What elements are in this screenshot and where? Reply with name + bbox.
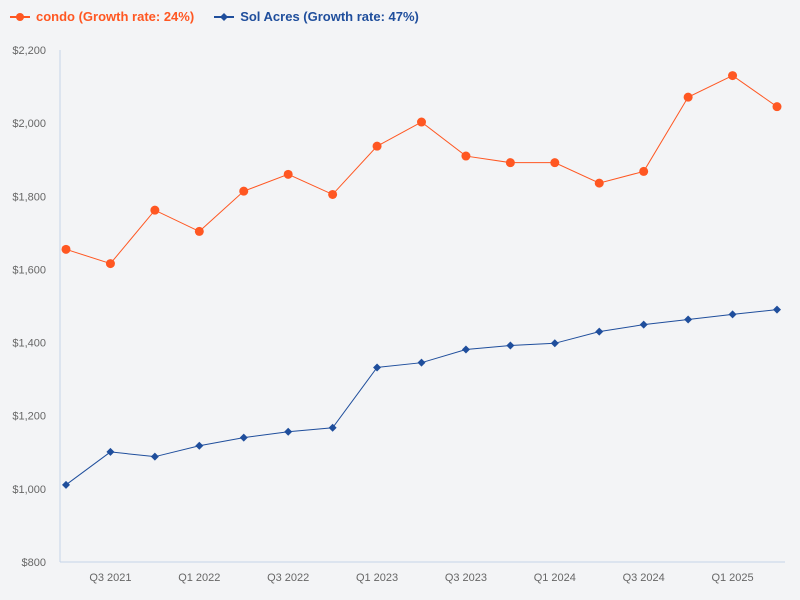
x-tick-label: Q3 2024	[623, 572, 665, 584]
diamond-marker-icon	[214, 12, 235, 21]
legend-label: condo (Growth rate: 24%)	[36, 9, 195, 24]
data-point	[461, 151, 471, 161]
data-point	[194, 226, 204, 236]
data-point	[773, 305, 781, 314]
data-point	[461, 345, 470, 354]
legend-label: Sol Acres (Growth rate: 47%)	[240, 9, 419, 24]
data-point	[550, 158, 560, 168]
data-point	[506, 341, 515, 350]
data-point	[639, 320, 648, 329]
data-point	[683, 92, 693, 102]
data-point	[417, 358, 426, 367]
data-point	[728, 71, 738, 81]
y-tick-label: $1,800	[12, 191, 46, 203]
data-point	[239, 186, 249, 196]
legend-item-condo[interactable]: condo (Growth rate: 24%)	[10, 9, 194, 24]
data-point	[684, 315, 693, 324]
data-point	[372, 141, 382, 151]
data-point	[150, 205, 160, 215]
y-tick-label: $1,000	[12, 484, 46, 496]
y-tick-label: $2,000	[12, 118, 46, 130]
data-point	[105, 259, 115, 269]
data-point	[61, 244, 71, 254]
x-tick-label: Q1 2022	[178, 572, 220, 584]
data-point	[150, 452, 159, 461]
x-tick-label: Q1 2023	[356, 572, 398, 584]
y-tick-label: $2,200	[12, 45, 46, 57]
data-point	[772, 102, 782, 112]
x-tick-label: Q3 2023	[445, 572, 487, 584]
x-tick-label: Q3 2022	[267, 572, 309, 584]
data-point	[195, 441, 204, 450]
data-point	[328, 423, 337, 432]
data-point	[62, 480, 70, 489]
data-point	[550, 339, 559, 348]
data-point	[283, 169, 293, 179]
data-point	[417, 117, 426, 127]
data-point	[728, 310, 737, 319]
data-point	[284, 427, 293, 436]
data-point	[328, 189, 338, 199]
y-tick-label: $1,600	[12, 264, 46, 276]
data-point	[594, 178, 604, 188]
data-point	[239, 433, 248, 442]
x-tick-label: Q1 2025	[711, 572, 753, 584]
data-point	[505, 158, 515, 168]
x-tick-label: Q1 2024	[534, 572, 576, 584]
y-tick-label: $1,400	[12, 338, 46, 350]
series-line-1	[65, 309, 778, 486]
data-point	[639, 166, 649, 176]
data-point	[373, 363, 382, 372]
y-tick-label: $800	[22, 557, 46, 569]
circle-marker-icon	[10, 12, 30, 21]
data-point	[106, 447, 115, 456]
data-point	[595, 327, 604, 336]
x-tick-label: Q3 2021	[89, 572, 131, 584]
legend-item-sol-acres[interactable]: Sol Acres (Growth rate: 47%)	[214, 9, 419, 24]
series-line-0	[65, 75, 778, 265]
y-tick-label: $1,200	[12, 411, 46, 423]
legend: condo (Growth rate: 24%) Sol Acres (Grow…	[10, 9, 419, 24]
